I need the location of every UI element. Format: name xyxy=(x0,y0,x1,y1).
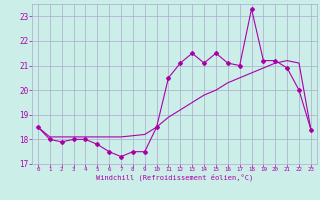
X-axis label: Windchill (Refroidissement éolien,°C): Windchill (Refroidissement éolien,°C) xyxy=(96,174,253,181)
